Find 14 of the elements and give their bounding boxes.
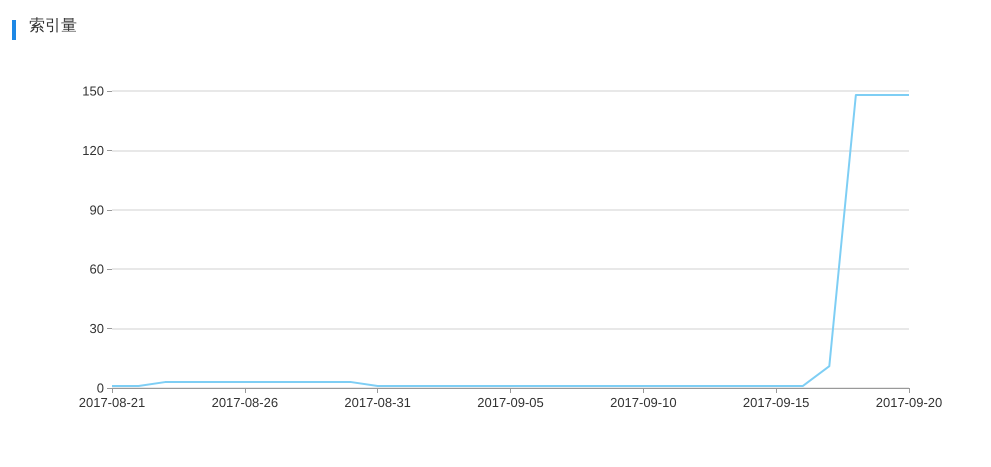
chart-title: 索引量	[29, 16, 77, 34]
x-tick-label: 2017-08-21	[78, 395, 146, 410]
x-tick-label: 2017-09-10	[610, 395, 677, 410]
x-tick-label: 2017-09-05	[477, 395, 544, 410]
x-tick-label: 2017-09-20	[876, 395, 942, 410]
x-tick-label: 2017-09-15	[742, 395, 810, 410]
y-tick-label: 90	[90, 202, 104, 218]
y-tick-label: 0	[96, 380, 104, 396]
x-tick-label: 2017-08-31	[344, 395, 411, 410]
y-tick-label: 60	[90, 262, 104, 277]
x-tick-label: 2017-08-26	[212, 395, 278, 410]
y-tick-label: 120	[82, 142, 104, 158]
y-tick-label: 150	[82, 84, 104, 98]
y-tick-label: 30	[90, 321, 104, 336]
